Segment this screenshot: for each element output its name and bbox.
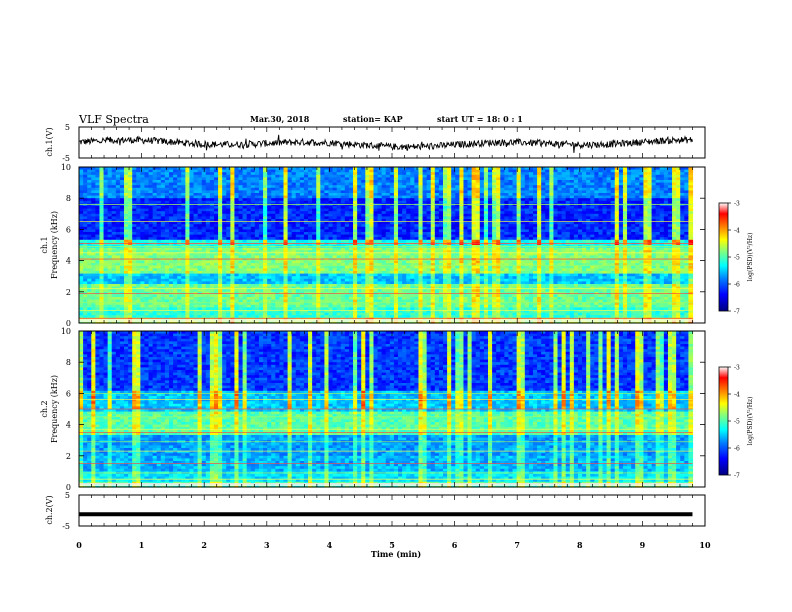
ch1-waveform-panel: 5 -5 ch.1(V) [45, 123, 706, 163]
ch2-ytick-bottom: -5 [62, 522, 70, 531]
time-tick-label: 10 [699, 540, 711, 550]
ch1-spectrogram-ylabel-channel: ch.1 [40, 236, 49, 253]
time-tick-label: 8 [577, 540, 583, 550]
spectrogram-ytick-label: 0 [66, 483, 71, 492]
colorbar-tick-label: -6 [734, 282, 740, 289]
start-time-label: start UT = 18: 0 : 1 [437, 114, 523, 124]
ch1-ytick-top: 5 [65, 123, 70, 132]
ch1-spectrogram-panel: 0 2 4 6 8 10 ch.1 Frequency (kHz) [40, 163, 706, 328]
time-tick-label: 1 [139, 540, 145, 550]
spectrogram-ytick-label: 4 [66, 257, 71, 266]
ch2-waveform-frame [78, 494, 706, 527]
ch1-colorbar: -3 -4 -5 -6 -7 log(PSD)(V²/Hz) [718, 201, 754, 316]
colorbar-tick-label: -6 [734, 446, 740, 453]
time-tick-label: 9 [640, 540, 646, 550]
ch1-spectrogram-image [79, 167, 694, 324]
spectrogram-ytick-label: 4 [66, 421, 71, 430]
ch2-spectrogram-yticks: 0 2 4 6 8 10 [61, 327, 705, 492]
spectrogram-ytick-label: 6 [66, 225, 71, 234]
spectrogram-ytick-label: 10 [61, 327, 71, 336]
time-tick-label: 5 [389, 540, 395, 550]
ch1-colorbar-label: log(PSD)(V²/Hz) [747, 233, 754, 282]
time-tick-label: 6 [452, 540, 458, 550]
colorbar-tick-label: -7 [734, 309, 740, 316]
spectrogram-ytick-label: 8 [66, 358, 71, 367]
colorbar-tick-label: -4 [734, 392, 740, 399]
ch2-colorbar-gradient [718, 366, 729, 476]
ch1-spectrogram-ylabel-frequency: Frequency (kHz) [50, 211, 59, 279]
ch1-spectrogram-yticks: 0 2 4 6 8 10 [61, 163, 705, 328]
ch2-waveform-ylabel: ch.2(V) [45, 495, 54, 524]
time-axis-label: Time (min) [371, 549, 421, 559]
ch2-spectrogram-image [79, 331, 694, 488]
ch2-ytick-top: 5 [65, 491, 70, 500]
spectrogram-ytick-label: 2 [66, 288, 71, 297]
time-tick-label: 0 [76, 540, 82, 550]
colorbar-tick-label: -3 [734, 201, 740, 208]
ch2-spectrogram-panel: 0 2 4 6 8 10 ch.2 Frequency (kHz) [40, 327, 706, 492]
spectrogram-ytick-label: 10 [61, 163, 71, 172]
ch1-ytick-bottom: -5 [62, 154, 70, 163]
ch2-colorbar-label: log(PSD)(V²/Hz) [747, 397, 754, 446]
time-axis-ticklabels: 0 1 2 3 4 5 6 7 8 9 10 [76, 540, 711, 550]
spectrogram-ytick-label: 2 [66, 452, 71, 461]
ch1-colorbar-ticks: -3 -4 -5 -6 -7 [728, 201, 740, 316]
colorbar-tick-label: -5 [734, 255, 740, 262]
colorbar-tick-label: -5 [734, 419, 740, 426]
ch1-waveform-ylabel: ch.1(V) [45, 127, 54, 156]
colorbar-tick-label: -7 [734, 473, 740, 480]
spectrogram-ytick-label: 8 [66, 194, 71, 203]
colorbar-tick-label: -3 [734, 365, 740, 372]
station-label: station= KAP [343, 114, 403, 124]
time-tick-label: 3 [264, 540, 270, 550]
time-tick-label: 4 [327, 540, 333, 550]
ch1-waveform-line [78, 134, 693, 153]
ch2-spectrogram-ylabel-frequency: Frequency (kHz) [50, 375, 59, 443]
ch2-waveform-panel: 5 -5 ch.2(V) [45, 491, 706, 531]
time-tick-label: 2 [201, 540, 207, 550]
spectrogram-ytick-label: 6 [66, 389, 71, 398]
colorbar-tick-label: -4 [734, 228, 740, 235]
ch2-spectrogram-ylabel-channel: ch.2 [40, 400, 49, 417]
chart-title: VLF Spectra [78, 113, 149, 126]
ch2-colorbar: -3 -4 -5 -6 -7 log(PSD)(V²/Hz) [718, 365, 754, 480]
date-label: Mar.30, 2018 [250, 114, 310, 124]
spectrogram-ytick-label: 0 [66, 319, 71, 328]
ch1-colorbar-gradient [718, 202, 729, 312]
ch2-colorbar-ticks: -3 -4 -5 -6 -7 [728, 365, 740, 480]
time-tick-label: 7 [514, 540, 520, 550]
time-tick-marks [78, 127, 706, 526]
